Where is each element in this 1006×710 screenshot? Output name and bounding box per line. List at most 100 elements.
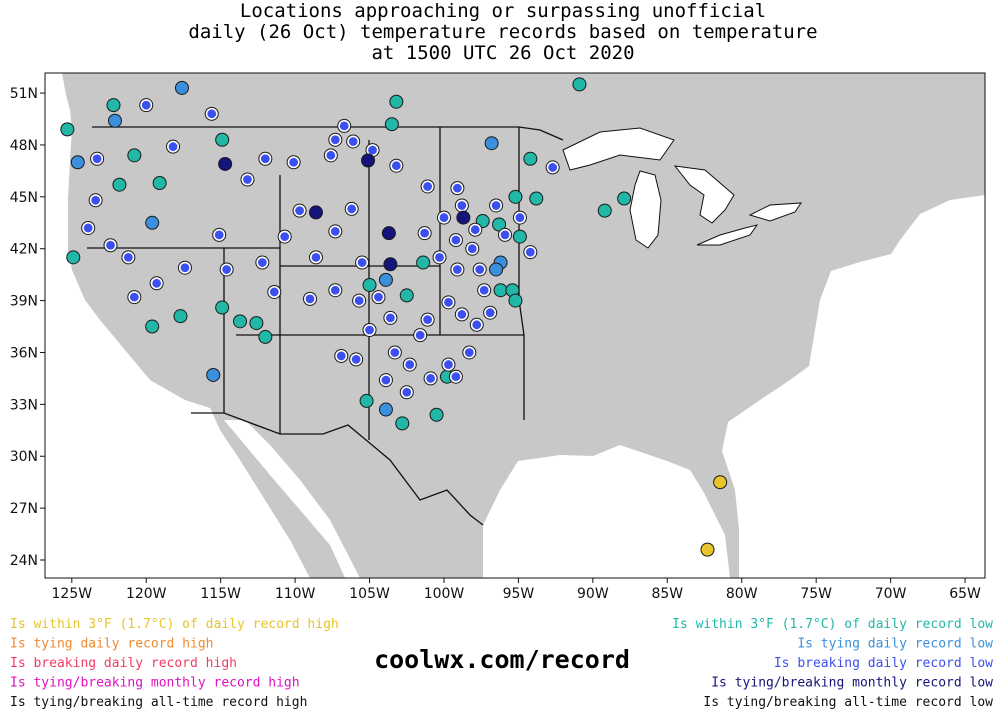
record-point (241, 173, 254, 186)
record-point (167, 140, 180, 153)
record-point (268, 285, 281, 298)
record-point (309, 251, 322, 264)
lon-tick-label: 70W (875, 586, 907, 602)
record-point (524, 246, 537, 259)
record-point (455, 199, 468, 212)
record-point (449, 370, 462, 383)
record-point (379, 273, 392, 286)
record-point (451, 263, 464, 276)
title-line: at 1500 UTC 26 Oct 2020 (371, 42, 634, 64)
record-point (490, 263, 503, 276)
record-point (128, 149, 141, 162)
record-point (205, 107, 218, 120)
record-point (457, 211, 470, 224)
record-point (108, 114, 121, 127)
lat-tick-label: 45N (10, 190, 38, 206)
record-point (442, 358, 455, 371)
record-point (335, 349, 348, 362)
map-base (45, 73, 985, 578)
record-point (478, 284, 491, 297)
record-point (524, 152, 537, 165)
record-point (146, 320, 159, 333)
record-point (379, 403, 392, 416)
legend-high-entry: Is tying/breaking monthly record high (10, 676, 300, 691)
record-point (417, 256, 430, 269)
record-point (175, 81, 188, 94)
record-point (178, 261, 191, 274)
legend-high-entry: Is within 3°F (1.7°C) of daily record hi… (10, 617, 339, 632)
record-point (213, 228, 226, 241)
legend-low-entry: Is tying daily record low (797, 637, 993, 652)
record-point (466, 242, 479, 255)
record-point (598, 204, 611, 217)
record-point (287, 156, 300, 169)
record-point (259, 330, 272, 343)
record-point (400, 289, 413, 302)
record-point (414, 329, 427, 342)
record-point (219, 157, 232, 170)
record-point (363, 323, 376, 336)
record-point (256, 256, 269, 269)
record-point (573, 78, 586, 91)
record-point (150, 277, 163, 290)
record-point (360, 394, 373, 407)
title-line: Locations approaching or surpassing unof… (240, 0, 766, 22)
record-point (89, 194, 102, 207)
record-point (390, 95, 403, 108)
record-point (484, 306, 497, 319)
lon-tick-label: 125W (52, 586, 93, 602)
record-point (362, 154, 375, 167)
record-point (234, 315, 247, 328)
record-point (347, 135, 360, 148)
record-point (345, 202, 358, 215)
record-point (174, 310, 187, 323)
lat-tick-label: 48N (10, 138, 38, 154)
legend-low-entry: Is breaking daily record low (774, 656, 993, 671)
record-point (122, 251, 135, 264)
record-point (493, 218, 506, 231)
lon-tick-label: 110W (275, 586, 316, 602)
record-point (216, 133, 229, 146)
record-point (714, 476, 727, 489)
record-point (303, 292, 316, 305)
record-point (463, 346, 476, 359)
lon-tick-label: 100W (424, 586, 465, 602)
lat-tick-label: 39N (10, 294, 38, 310)
record-point (350, 353, 363, 366)
record-point (278, 230, 291, 243)
record-point (618, 192, 631, 205)
record-point (473, 263, 486, 276)
lat-tick-label: 30N (10, 449, 38, 465)
record-point (494, 284, 507, 297)
lon-tick-label: 90W (577, 586, 609, 602)
record-point (421, 313, 434, 326)
record-point (455, 308, 468, 321)
legend-low-entry: Is tying/breaking all-time record low (703, 695, 993, 710)
record-point (379, 374, 392, 387)
record-point (338, 119, 351, 132)
record-point (220, 263, 233, 276)
record-point (509, 294, 522, 307)
lon-tick-label: 65W (949, 586, 981, 602)
lat-tick-label: 24N (10, 553, 38, 569)
title-line: daily (26 Oct) temperature records based… (188, 21, 817, 43)
record-point (449, 234, 462, 247)
record-point (701, 543, 714, 556)
lat-tick-label: 27N (10, 501, 38, 517)
record-point (372, 291, 385, 304)
record-point (513, 230, 526, 243)
record-point (418, 227, 431, 240)
record-point (403, 358, 416, 371)
record-point (506, 284, 519, 297)
record-point (384, 311, 397, 324)
record-point (396, 417, 409, 430)
record-point (153, 176, 166, 189)
legend-high-entry: Is tying/breaking all-time record high (10, 695, 307, 710)
record-point (128, 291, 141, 304)
record-point (390, 159, 403, 172)
record-point (104, 239, 117, 252)
lon-tick-label: 80W (726, 586, 758, 602)
record-point (293, 204, 306, 217)
points-layer (60, 77, 728, 557)
